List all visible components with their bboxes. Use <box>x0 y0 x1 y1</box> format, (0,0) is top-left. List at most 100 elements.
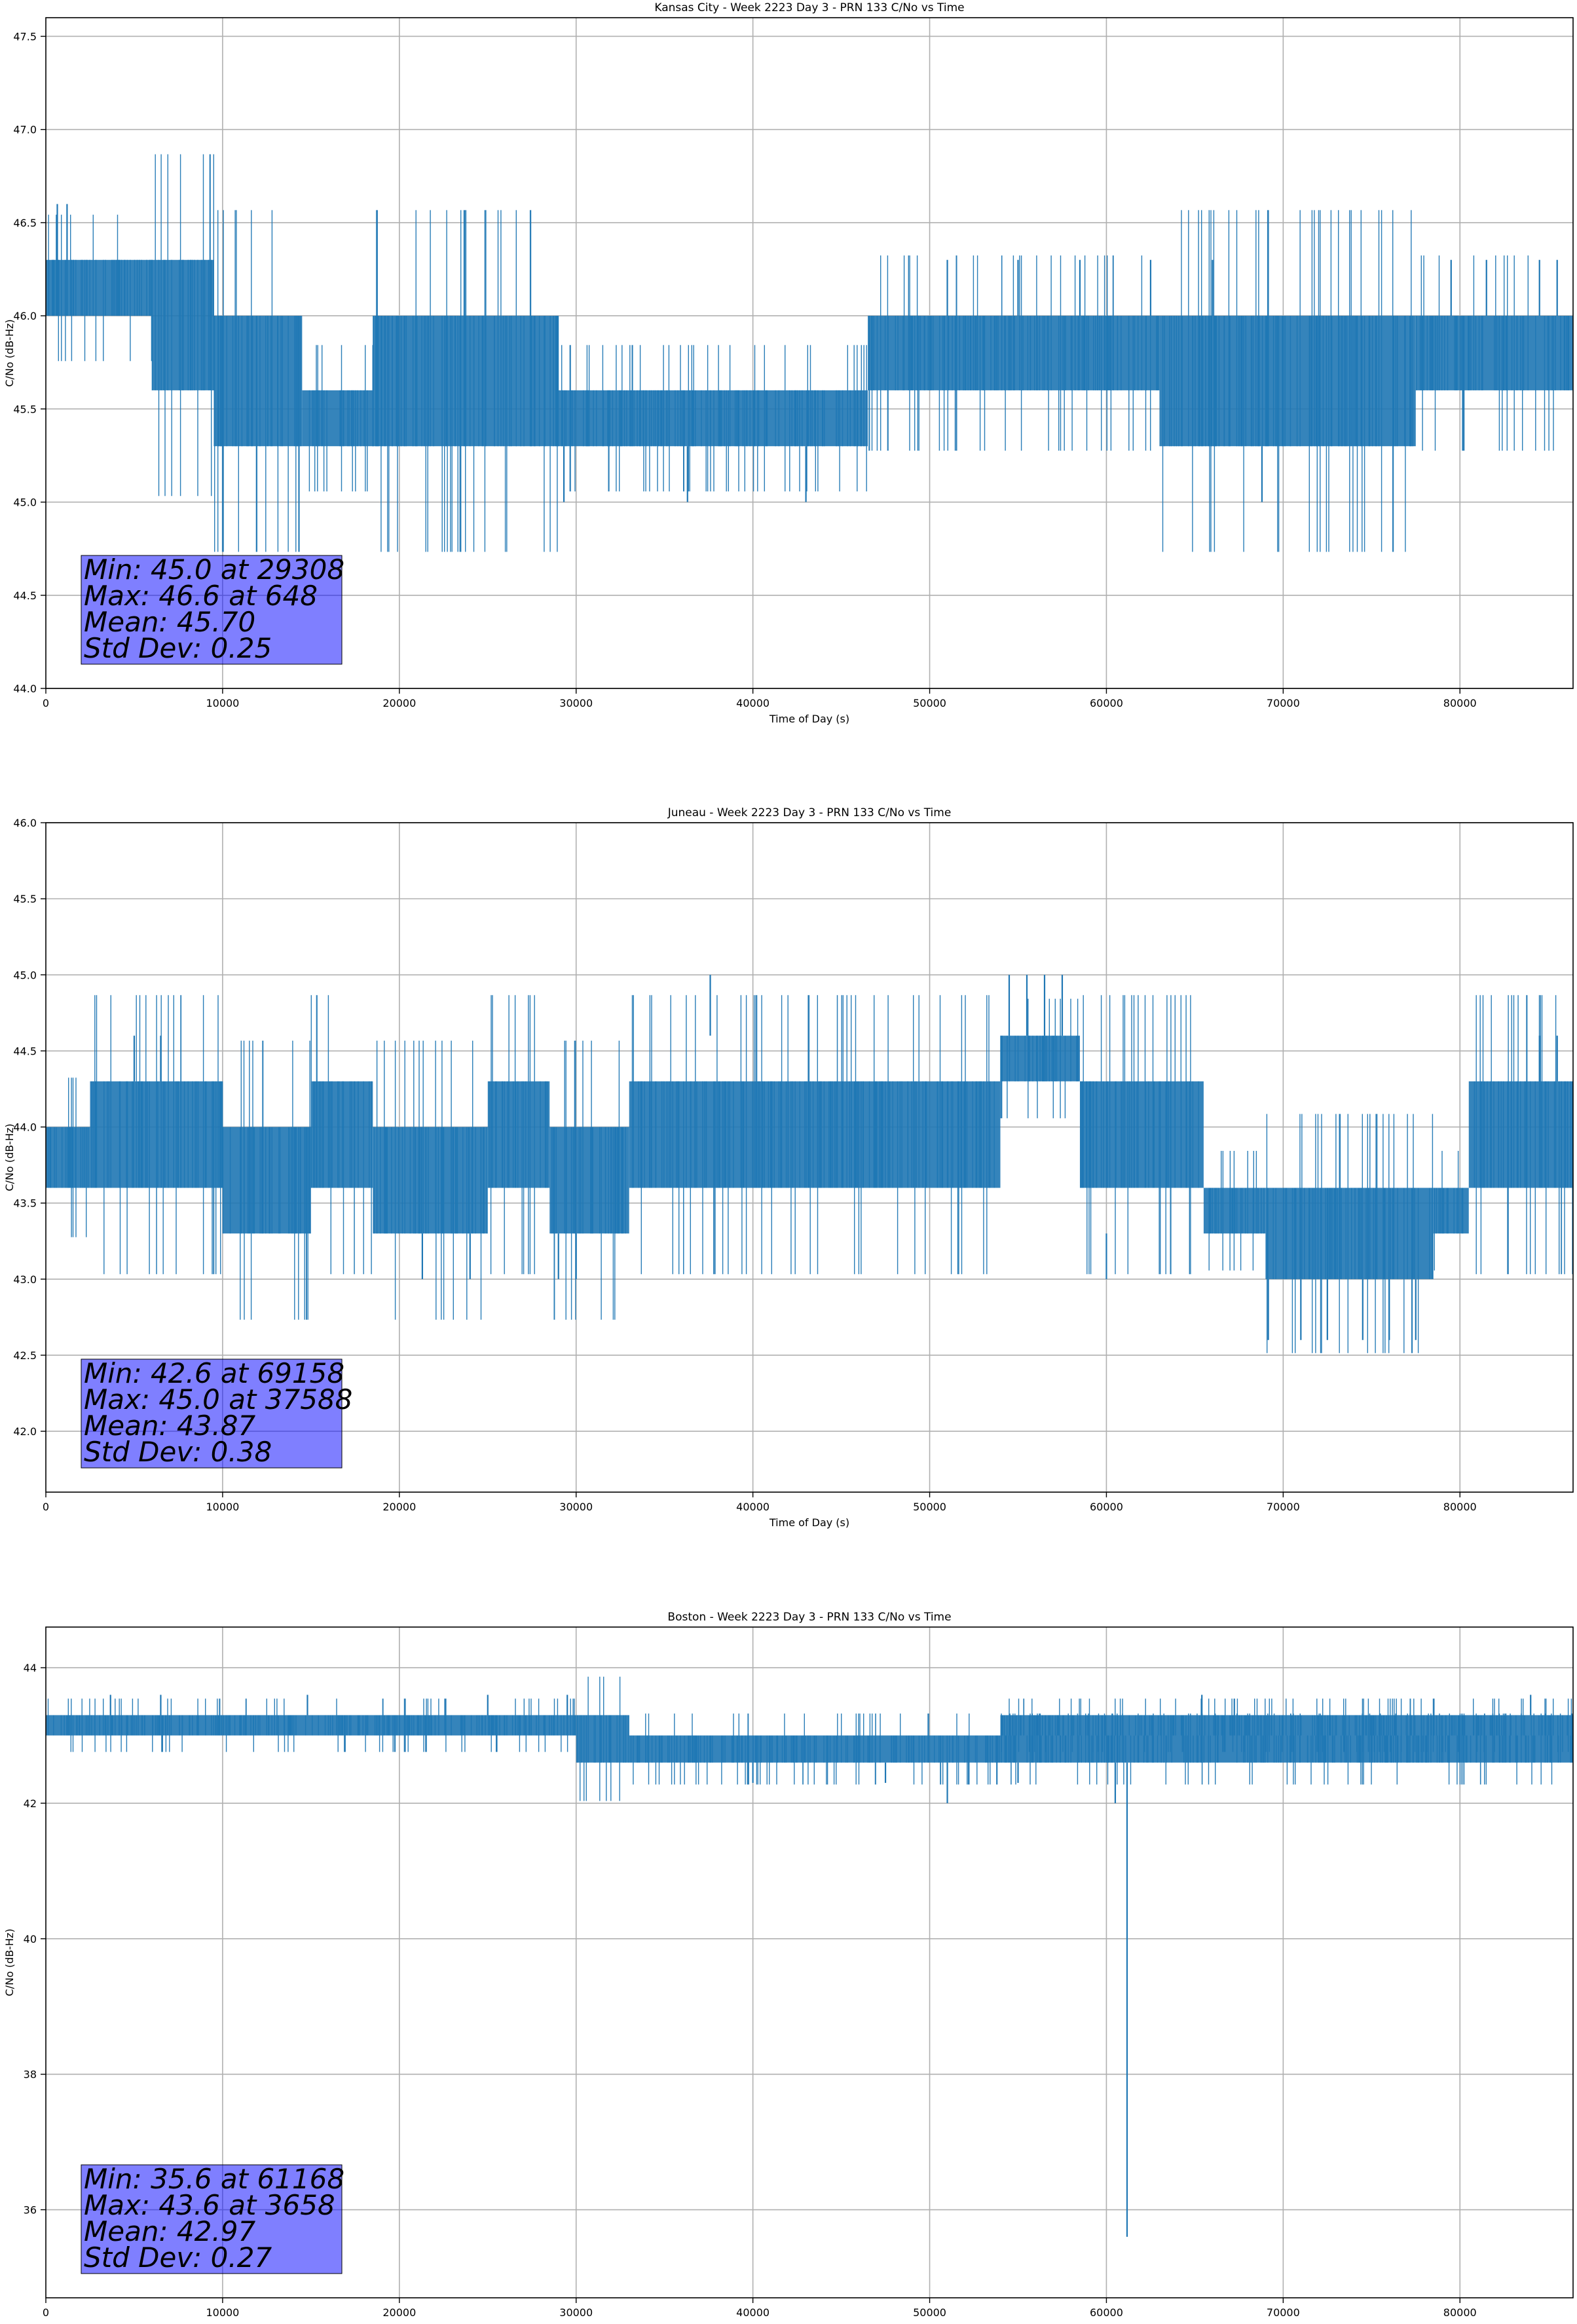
x-tick-label: 0 <box>43 2306 49 2319</box>
series-band <box>558 390 868 447</box>
series-line <box>47 1078 89 1237</box>
chart-panel-2: 0 10000 20000 30000 40000 50000 60000 70000 8000… <box>3 806 1574 1529</box>
series-line <box>1266 1114 1434 1353</box>
chart-title: Boston - Week 2223 Day 3 - PRN 133 C/No … <box>667 1611 951 1624</box>
y-tick-label: 44.0 <box>13 683 37 695</box>
stats-box <box>81 2164 343 2274</box>
x-tick-label: 50000 <box>913 2306 946 2319</box>
series-line <box>1080 995 1199 1275</box>
x-axis-label: Time of Day (s) <box>769 2322 849 2324</box>
series-line <box>222 1040 310 1320</box>
stats-box <box>81 555 343 665</box>
x-tick-label: 70000 <box>1267 697 1300 709</box>
series-line <box>151 154 214 497</box>
y-tick-label: 46.0 <box>13 817 37 829</box>
series-line <box>91 995 223 1275</box>
stats-line: Std Dev: 0.25 <box>84 632 272 664</box>
x-tick-label: 50000 <box>913 697 946 709</box>
x-tick-label: 10000 <box>206 1501 239 1513</box>
x-tick-label: 40000 <box>736 2306 770 2319</box>
series-line <box>47 1698 576 1752</box>
y-tick-label: 46.0 <box>13 310 37 322</box>
series-line <box>1474 995 1573 1275</box>
x-tick-label: 30000 <box>559 1501 593 1513</box>
axes-frame <box>45 17 1574 689</box>
series-band <box>213 316 303 447</box>
x-tick-label: 0 <box>43 697 49 709</box>
chart-panel-3: 0 10000 20000 30000 40000 50000 60000 70000 8000… <box>3 1611 1574 2324</box>
series-line <box>1000 998 1079 1119</box>
series-band <box>629 1081 1001 1188</box>
y-tick-label: 42.0 <box>13 1425 37 1438</box>
stats-line: Max: 45.0 at 37588 <box>84 1383 352 1415</box>
y-tick-label: 44.5 <box>13 1045 37 1057</box>
y-tick-label: 45.5 <box>13 893 37 905</box>
y-tick-label: 44.0 <box>13 1121 37 1134</box>
data-series <box>46 154 1573 552</box>
stats-line: Min: 35.6 at 61168 <box>84 2163 344 2195</box>
stats-line: Max: 43.6 at 3658 <box>84 2189 335 2221</box>
stats-box <box>81 1359 343 1469</box>
x-tick-label: 20000 <box>382 2306 416 2319</box>
stats-line: Mean: 43.87 <box>84 1410 255 1442</box>
data-series <box>46 1676 1573 2237</box>
stats-line: Std Dev: 0.27 <box>84 2241 272 2274</box>
series-band <box>1203 1188 1266 1234</box>
y-tick-label: 45.5 <box>13 403 37 415</box>
series-line <box>1208 1151 1265 1271</box>
x-tick-label: 60000 <box>1090 697 1123 709</box>
y-tick-label: 44 <box>24 1662 37 1674</box>
axes-frame <box>45 1626 1574 2298</box>
x-axis-label: Time of Day (s) <box>769 713 849 725</box>
series-line <box>373 1040 488 1320</box>
chart-title: Juneau - Week 2223 Day 3 - PRN 133 C/No … <box>667 806 952 819</box>
y-tick-label: 38 <box>24 2069 37 2081</box>
stats-line: Max: 46.6 at 648 <box>84 580 318 612</box>
x-tick-label: 80000 <box>1443 2306 1477 2319</box>
series-line <box>577 1676 629 1801</box>
x-tick-label: 0 <box>43 1501 49 1513</box>
series-band <box>1159 316 1416 447</box>
x-tick-label: 10000 <box>206 2306 239 2319</box>
y-tick-label: 44.5 <box>13 590 37 602</box>
series-line <box>1001 1698 1572 1752</box>
series-line <box>1434 1151 1464 1271</box>
x-tick-label: 80000 <box>1443 1501 1477 1513</box>
stats-line: Mean: 42.97 <box>84 2215 255 2247</box>
series-line <box>938 255 1159 451</box>
x-tick-label: 30000 <box>559 697 593 709</box>
y-tick-label: 36 <box>24 2204 37 2217</box>
x-tick-label: 80000 <box>1443 697 1477 709</box>
y-tick-label: 42 <box>24 1797 37 1810</box>
series-band <box>1265 1188 1434 1279</box>
stats-line: Min: 42.6 at 69158 <box>84 1357 344 1389</box>
stats-line: Std Dev: 0.38 <box>84 1436 272 1468</box>
series-line <box>310 995 372 1275</box>
series-band <box>373 1127 488 1234</box>
x-tick-label: 20000 <box>382 697 416 709</box>
y-tick-label: 43.0 <box>13 1273 37 1286</box>
y-axis-label: C/No (dB-Hz) <box>3 1928 16 1996</box>
x-tick-label: 30000 <box>559 2306 593 2319</box>
series-line <box>551 1040 626 1320</box>
x-tick-label: 60000 <box>1090 2306 1123 2319</box>
x-tick-label: 70000 <box>1267 2306 1300 2319</box>
y-tick-label: 45.0 <box>13 497 37 509</box>
stats-line: Min: 45.0 at 29308 <box>84 553 344 586</box>
y-tick-label: 47.5 <box>13 30 37 43</box>
series-line <box>1416 255 1570 451</box>
series-line <box>373 210 559 552</box>
x-tick-label: 70000 <box>1267 1501 1300 1513</box>
series-line <box>489 995 548 1275</box>
y-tick-label: 42.5 <box>13 1349 37 1362</box>
x-tick-label: 50000 <box>913 1501 946 1513</box>
y-tick-label: 46.5 <box>13 217 37 229</box>
x-tick-label: 40000 <box>736 1501 770 1513</box>
axes-frame <box>45 822 1574 1493</box>
x-tick-label: 60000 <box>1090 1501 1123 1513</box>
chart-panel-1: 0 10000 20000 30000 40000 50000 60000 70000 8000… <box>3 1 1574 725</box>
series-line <box>561 345 867 492</box>
y-axis-label: C/No (dB-Hz) <box>3 1123 16 1191</box>
y-tick-label: 45.0 <box>13 969 37 981</box>
